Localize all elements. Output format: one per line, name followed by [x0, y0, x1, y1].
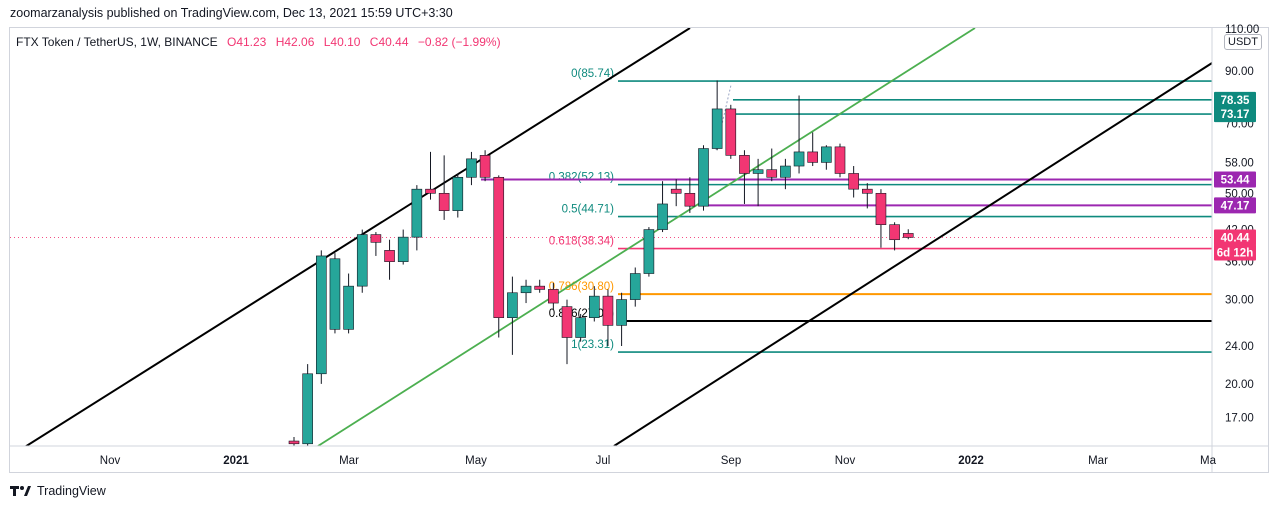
y-tick-label: 110.00 — [1225, 24, 1259, 36]
candle-body — [616, 299, 627, 326]
candle-body — [548, 289, 559, 304]
tradingview-logo-icon — [10, 486, 31, 496]
y-tick-label: 30.00 — [1225, 295, 1254, 307]
candle-body — [670, 188, 682, 194]
candle-body — [698, 148, 709, 207]
candle-body — [725, 108, 737, 156]
candle-body — [752, 169, 764, 174]
x-tick-label: May — [465, 455, 487, 467]
x-tick-label: Mar — [339, 455, 359, 467]
candle-body — [452, 176, 464, 211]
candle-body — [629, 273, 641, 300]
fib-level-label: 0.618(38.34) — [549, 236, 614, 248]
candle-body — [575, 317, 586, 338]
candle-body — [466, 158, 477, 178]
candle-body — [507, 292, 518, 318]
candle-body — [684, 192, 696, 207]
y-tick-label: 20.00 — [1225, 379, 1254, 391]
candle-body — [875, 192, 887, 225]
price-tag-box — [1214, 244, 1256, 261]
candle-body — [848, 173, 859, 190]
fib-level-label: 0(85.74) — [571, 68, 614, 80]
candle-body — [479, 155, 491, 178]
price-tag-box — [1214, 229, 1256, 246]
y-tick-label: 90.00 — [1225, 66, 1254, 78]
projection-dotted-line — [715, 84, 732, 151]
fib-level-label: 0.382(52.13) — [549, 172, 614, 184]
x-tick-label: Nov — [100, 455, 121, 467]
price-tag-box — [1214, 91, 1256, 108]
chart-frame — [9, 27, 1269, 473]
x-tick-label: Jul — [596, 455, 611, 467]
price-tag-box — [1214, 171, 1256, 188]
x-tick-label: Ma — [1200, 455, 1217, 467]
fib-level-label: 0.5(44.71) — [562, 204, 615, 216]
y-tick-label: 58.00 — [1225, 157, 1254, 169]
candle-body — [602, 295, 614, 326]
fib-level-label: 0.786(30.80) — [549, 281, 614, 293]
footer: TradingView — [10, 484, 106, 498]
candle-body — [834, 146, 846, 174]
candle-body — [711, 108, 723, 149]
candle-body — [739, 155, 750, 174]
price-tag-label: 73.17 — [1221, 109, 1250, 121]
fib-level-label: 1(23.31) — [571, 339, 614, 351]
open-value: O41.23 — [226, 35, 267, 49]
high-value: H42.06 — [275, 35, 315, 49]
x-tick-label: 2021 — [223, 455, 249, 467]
change-value: −0.82 (−1.99%) — [417, 35, 501, 49]
price-tag-label: 40.44 — [1221, 232, 1250, 244]
candle-body — [766, 169, 778, 178]
low-value: L40.10 — [323, 35, 361, 49]
price-tag-box — [1214, 106, 1256, 123]
candle-body — [356, 234, 368, 287]
candle-body — [411, 188, 423, 238]
candle-body — [807, 151, 819, 163]
channel-upper-line — [24, 28, 691, 446]
candle-body — [588, 295, 600, 318]
candle-body — [902, 233, 914, 238]
candle-body — [329, 258, 341, 330]
candle-body — [793, 151, 805, 167]
x-tick-label: Sep — [721, 455, 741, 467]
candle-body — [288, 440, 300, 445]
candle-body — [425, 188, 436, 194]
candle-body — [780, 165, 791, 178]
candle-body — [561, 306, 573, 338]
candle-body — [438, 192, 450, 211]
channel-lower-line — [613, 62, 1212, 446]
candle-body — [643, 229, 655, 274]
candle-body — [520, 285, 532, 294]
symbol-label: FTX Token / TetherUS, 1W, BINANCE — [16, 35, 218, 49]
publish-info: zoomarzanalysis published on TradingView… — [10, 6, 453, 20]
y-tick-label: 17.00 — [1225, 413, 1254, 425]
footer-brand: TradingView — [37, 484, 106, 498]
candle-body — [302, 373, 313, 445]
price-tag-label: 78.35 — [1221, 95, 1250, 107]
y-tick-label: 50.00 — [1225, 188, 1254, 200]
close-value: C40.44 — [369, 35, 409, 49]
candle-body — [821, 146, 832, 163]
x-tick-label: Mar — [1088, 455, 1108, 467]
candle-body — [397, 236, 409, 262]
chart-legend: FTX Token / TetherUS, 1W, BINANCE O41.23… — [16, 35, 501, 49]
price-tag-box — [1214, 197, 1256, 214]
y-tick-label: 24.00 — [1225, 341, 1254, 353]
x-tick-label: 2022 — [958, 455, 984, 467]
price-tag-label: 6d 12h — [1217, 247, 1253, 259]
candle-body — [889, 224, 900, 241]
candle-body — [343, 285, 354, 330]
candle-body — [861, 188, 873, 194]
currency-button[interactable]: USDT — [1224, 34, 1262, 50]
candle-body — [315, 255, 327, 375]
candle-body — [370, 234, 382, 243]
candle-body — [657, 203, 668, 230]
candle-body — [384, 250, 395, 262]
price-tag-label: 53.44 — [1221, 174, 1250, 186]
candle-body — [493, 176, 505, 318]
x-tick-label: Nov — [835, 455, 856, 467]
candle-body — [534, 285, 546, 290]
price-tag-label: 47.17 — [1221, 200, 1250, 212]
